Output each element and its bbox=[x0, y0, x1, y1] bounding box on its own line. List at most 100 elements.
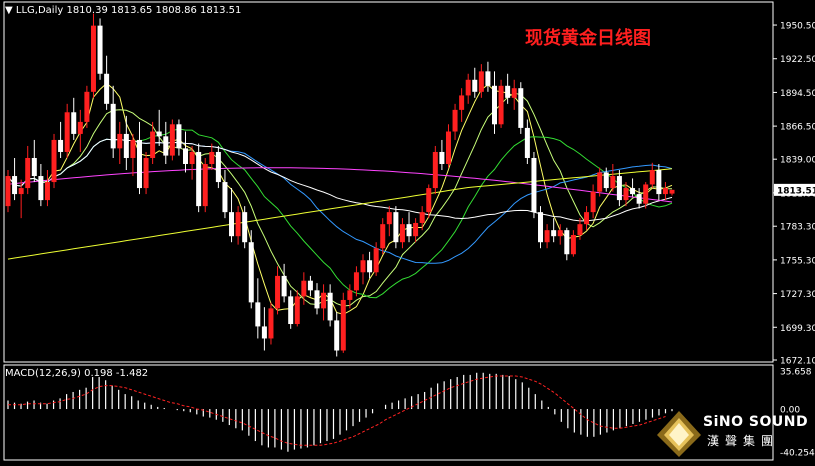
candle bbox=[327, 284, 333, 327]
candle bbox=[630, 178, 636, 197]
candle bbox=[150, 121, 156, 165]
macd-tick-label: -40.254 bbox=[780, 449, 815, 459]
candle bbox=[215, 145, 221, 189]
price-panel-frame bbox=[3, 1, 774, 363]
price-tick-label: 1866.50 bbox=[780, 123, 815, 133]
dropdown-triangle-icon[interactable]: ▼ bbox=[5, 5, 13, 16]
candle bbox=[445, 124, 451, 168]
candle bbox=[163, 121, 169, 165]
macd-panel: 35.658 0.00 -40.254 bbox=[7, 368, 815, 459]
macd-signal-line bbox=[8, 375, 666, 446]
candle bbox=[183, 131, 189, 173]
candle bbox=[51, 133, 57, 189]
candle bbox=[222, 170, 228, 219]
candle bbox=[136, 121, 142, 195]
candle bbox=[44, 170, 50, 207]
candle bbox=[117, 121, 123, 165]
candle bbox=[452, 103, 458, 140]
candle bbox=[413, 218, 419, 243]
candle bbox=[58, 121, 64, 158]
logo-name-zh: 漢聲集團 bbox=[707, 434, 780, 448]
candle bbox=[340, 292, 346, 353]
candle bbox=[373, 242, 379, 276]
candle bbox=[511, 79, 517, 110]
candle bbox=[12, 157, 18, 201]
price-tick-label: 1699.30 bbox=[780, 324, 815, 334]
ma-10-line bbox=[7, 92, 673, 307]
candle bbox=[143, 151, 149, 195]
candle bbox=[25, 145, 31, 195]
candle bbox=[84, 85, 90, 128]
candle bbox=[399, 218, 405, 249]
price-tick-label: 1950.50 bbox=[780, 22, 815, 32]
macd-tick-label: 35.658 bbox=[780, 368, 812, 378]
price-tick-label: 1755.30 bbox=[780, 256, 815, 266]
price-axis: 1950.501922.501894.501866.501839.001811.… bbox=[773, 22, 815, 367]
candle bbox=[551, 218, 557, 243]
candle bbox=[31, 139, 37, 183]
current-price-box bbox=[774, 183, 815, 196]
ma-250-line bbox=[7, 168, 673, 260]
candle bbox=[156, 109, 162, 146]
candle bbox=[616, 170, 622, 207]
candle bbox=[275, 266, 281, 315]
chart-title: 现货黄金日线图 bbox=[525, 28, 651, 49]
candle bbox=[538, 206, 544, 249]
candle bbox=[557, 224, 563, 245]
candle bbox=[314, 283, 320, 315]
candle bbox=[419, 206, 425, 231]
candle bbox=[229, 188, 235, 243]
candlesticks bbox=[5, 13, 675, 357]
candle bbox=[432, 145, 438, 195]
candle bbox=[393, 206, 399, 249]
candle bbox=[649, 162, 655, 189]
candle bbox=[71, 97, 77, 140]
candle bbox=[176, 119, 182, 156]
candle bbox=[130, 133, 136, 177]
candle bbox=[77, 109, 83, 152]
candle bbox=[386, 206, 392, 237]
candle bbox=[307, 275, 313, 297]
candle bbox=[531, 151, 537, 219]
candle bbox=[524, 119, 530, 165]
candle bbox=[104, 55, 110, 110]
candle bbox=[498, 79, 504, 128]
price-tick-label: 1839.00 bbox=[780, 156, 815, 166]
candle bbox=[242, 206, 248, 249]
logo-name-en: SiNO SOUND bbox=[703, 414, 809, 430]
candle bbox=[544, 224, 550, 249]
candle bbox=[288, 290, 294, 329]
candle bbox=[472, 67, 478, 98]
candle bbox=[465, 73, 471, 104]
candle bbox=[64, 103, 70, 158]
candle bbox=[505, 73, 511, 104]
candle bbox=[380, 218, 386, 255]
ohlc-values: 1810.39 1813.65 1808.86 1813.51 bbox=[66, 5, 242, 16]
candle bbox=[353, 266, 359, 297]
candle bbox=[623, 182, 629, 207]
candle bbox=[281, 263, 287, 303]
price-tick-label: 1727.30 bbox=[780, 290, 815, 300]
macd-header: MACD(12,26,9) 0.198 -1.482 bbox=[5, 368, 149, 379]
candle bbox=[485, 61, 491, 92]
candle bbox=[584, 206, 590, 231]
price-tick-label: 1922.50 bbox=[780, 55, 815, 65]
moving-averages bbox=[7, 82, 673, 315]
candle bbox=[643, 182, 649, 209]
symbol-header: ▼ LLG,Daily 1810.39 1813.65 1808.86 1813… bbox=[5, 5, 241, 16]
candle bbox=[38, 164, 44, 207]
candle bbox=[196, 143, 202, 213]
candle bbox=[18, 179, 24, 219]
candle bbox=[597, 167, 603, 197]
candle bbox=[662, 182, 668, 201]
candle bbox=[426, 184, 432, 219]
candle bbox=[268, 302, 274, 345]
current-price-label: 1813.51 bbox=[777, 186, 815, 196]
candle bbox=[669, 189, 675, 196]
macd-panel-frame bbox=[3, 364, 774, 461]
diamond-logo-icon bbox=[657, 411, 701, 457]
axis-frame bbox=[3, 1, 774, 461]
candle bbox=[603, 167, 609, 192]
